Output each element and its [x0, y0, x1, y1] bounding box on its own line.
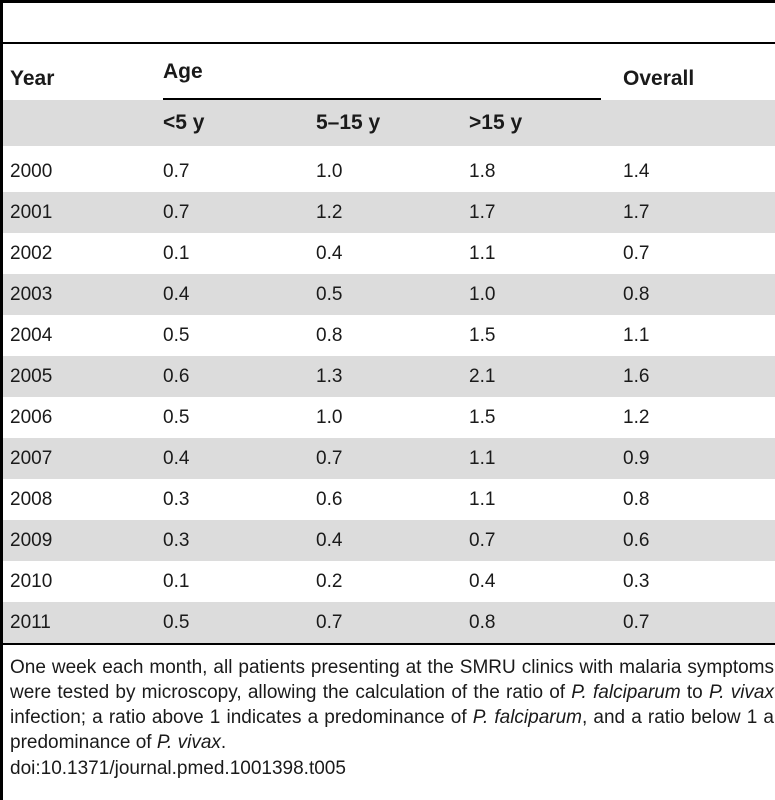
- cell-overall: 1.1: [623, 325, 650, 346]
- cell-over-15: 1.1: [469, 489, 496, 510]
- cell-over-15: 1.0: [469, 284, 496, 305]
- cell-over-15: 0.7: [469, 530, 496, 551]
- cell-year: 2003: [10, 284, 53, 305]
- cell-year: 2008: [10, 489, 53, 510]
- cell-year: 2001: [10, 202, 53, 223]
- cell-overall: 1.2: [623, 407, 650, 428]
- cell-year: 2000: [10, 161, 53, 182]
- cell-overall: 1.4: [623, 161, 650, 182]
- cell-overall: 0.8: [623, 489, 650, 510]
- cell-over-15: 0.4: [469, 571, 496, 592]
- footnote-species-name: P. falciparum: [571, 682, 681, 703]
- cell-under-5: 0.4: [163, 448, 190, 469]
- header-year: Year: [10, 67, 55, 90]
- cell-under-5: 0.5: [163, 325, 190, 346]
- cell-5-15: 0.2: [316, 571, 343, 592]
- table-row: 2009 0.3 0.4 0.7 0.6: [3, 520, 775, 561]
- cell-under-5: 0.1: [163, 571, 190, 592]
- table-row: 2002 0.1 0.4 1.1 0.7: [3, 233, 775, 274]
- cell-5-15: 1.2: [316, 202, 343, 223]
- footnote-species-name: P. falciparum: [472, 707, 583, 728]
- cell-year: 2004: [10, 325, 53, 346]
- table-body: 2000 0.7 1.0 1.8 1.4 2001 0.7 1.2 1.7 1.…: [3, 151, 775, 643]
- cell-5-15: 1.0: [316, 161, 343, 182]
- cell-5-15: 0.5: [316, 284, 343, 305]
- footnote-text: One week each month, all patients presen…: [10, 657, 774, 703]
- cell-year: 2010: [10, 571, 53, 592]
- cell-5-15: 0.6: [316, 489, 343, 510]
- cell-year: 2009: [10, 530, 53, 551]
- cell-over-15: 1.5: [469, 407, 496, 428]
- left-border: [0, 0, 3, 800]
- footnote-text: infection; a ratio above 1 indicates a p…: [10, 707, 473, 728]
- cell-year: 2002: [10, 243, 53, 264]
- cell-over-15: 1.7: [469, 202, 496, 223]
- table-row: 2008 0.3 0.6 1.1 0.8: [3, 479, 775, 520]
- footnote-text: to: [680, 682, 709, 703]
- cell-over-15: 1.1: [469, 448, 496, 469]
- cell-5-15: 1.0: [316, 407, 343, 428]
- cell-overall: 0.7: [623, 612, 650, 633]
- table-row: 2011 0.5 0.7 0.8 0.7: [3, 602, 775, 643]
- cell-overall: 0.6: [623, 530, 650, 551]
- header-age-over-15: >15 y: [469, 111, 523, 134]
- header-age-5-15: 5–15 y: [316, 111, 381, 134]
- cell-over-15: 1.5: [469, 325, 496, 346]
- cell-5-15: 0.7: [316, 612, 343, 633]
- cell-5-15: 0.8: [316, 325, 343, 346]
- table-footnote: One week each month, all patients presen…: [10, 655, 774, 755]
- cell-under-5: 0.3: [163, 530, 190, 551]
- age-group-rule: [163, 98, 601, 100]
- cell-under-5: 0.3: [163, 489, 190, 510]
- table-row: 2001 0.7 1.2 1.7 1.7: [3, 192, 775, 233]
- cell-overall: 0.3: [623, 571, 650, 592]
- cell-year: 2005: [10, 366, 53, 387]
- cell-under-5: 0.4: [163, 284, 190, 305]
- table-row: 2004 0.5 0.8 1.5 1.1: [3, 315, 775, 356]
- header-age-under-5: <5 y: [163, 111, 205, 134]
- cell-over-15: 1.1: [469, 243, 496, 264]
- cell-under-5: 0.7: [163, 161, 190, 182]
- cell-overall: 1.7: [623, 202, 650, 223]
- cell-5-15: 0.7: [316, 448, 343, 469]
- top-rule: [0, 0, 775, 3]
- footnote-text: .: [220, 732, 227, 753]
- cell-5-15: 0.4: [316, 530, 343, 551]
- doi-link[interactable]: doi:10.1371/journal.pmed.1001398.t005: [10, 758, 346, 779]
- cell-overall: 0.8: [623, 284, 650, 305]
- cell-5-15: 1.3: [316, 366, 343, 387]
- bottom-rule: [0, 643, 775, 645]
- cell-over-15: 1.8: [469, 161, 496, 182]
- cell-over-15: 0.8: [469, 612, 496, 633]
- cell-year: 2011: [10, 612, 51, 633]
- header-rule: [0, 42, 775, 44]
- cell-under-5: 0.7: [163, 202, 190, 223]
- header-age: Age: [163, 60, 203, 83]
- cell-overall: 0.9: [623, 448, 650, 469]
- footnote-text: , and a ratio below 1 a predominance of: [10, 707, 774, 753]
- cell-under-5: 0.5: [163, 612, 190, 633]
- footnote-species-name: P. vivax: [708, 682, 774, 703]
- cell-year: 2007: [10, 448, 53, 469]
- table-row: 2006 0.5 1.0 1.5 1.2: [3, 397, 775, 438]
- footnote-species-name: P. vivax: [156, 732, 221, 753]
- table-row: 2003 0.4 0.5 1.0 0.8: [3, 274, 775, 315]
- cell-under-5: 0.1: [163, 243, 190, 264]
- cell-year: 2006: [10, 407, 53, 428]
- cell-5-15: 0.4: [316, 243, 343, 264]
- header-overall: Overall: [623, 67, 695, 90]
- cell-overall: 1.6: [623, 366, 650, 387]
- cell-over-15: 2.1: [469, 366, 496, 387]
- table-row: 2010 0.1 0.2 0.4 0.3: [3, 561, 775, 602]
- cell-overall: 0.7: [623, 243, 650, 264]
- cell-under-5: 0.6: [163, 366, 190, 387]
- table-row: 2005 0.6 1.3 2.1 1.6: [3, 356, 775, 397]
- table-row: 2007 0.4 0.7 1.1 0.9: [3, 438, 775, 479]
- cell-under-5: 0.5: [163, 407, 190, 428]
- table-row: 2000 0.7 1.0 1.8 1.4: [3, 151, 775, 192]
- subheader-band: [3, 100, 775, 146]
